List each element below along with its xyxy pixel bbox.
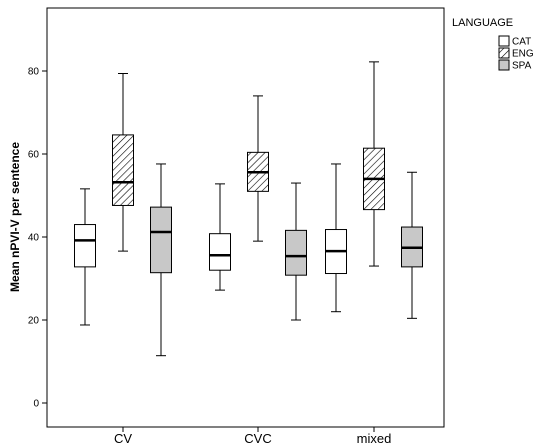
box-groups <box>74 61 423 357</box>
iqr-box <box>285 229 307 276</box>
box-ENG-mixed <box>363 61 385 267</box>
y-tick-label-20: 20 <box>28 316 40 327</box>
iqr-box <box>209 233 231 271</box>
iqr-box <box>112 134 134 206</box>
box-ENG-CV <box>112 72 134 252</box>
box-CAT-mixed <box>325 163 347 313</box>
box-SPA-mixed <box>401 171 423 319</box>
box-SPA-CV <box>150 163 172 357</box>
plot-frame <box>46 7 445 428</box>
y-tick-label-40: 40 <box>28 233 40 244</box>
legend-title: LANGUAGE <box>452 17 513 29</box>
y-axis-label: Mean nPVI-V per sentence <box>8 142 22 292</box>
box-ENG-CVC <box>247 95 269 242</box>
box-SPA-CVC <box>285 182 307 321</box>
x-tick-label-mixed: mixed <box>357 431 392 446</box>
legend-swatch-SPA <box>498 59 510 71</box>
x-tick-label-CVC: CVC <box>244 431 271 446</box>
legend-swatch-ENG <box>498 47 510 59</box>
iqr-box <box>150 206 172 274</box>
legend-label-ENG: ENG <box>512 49 534 60</box>
box-CAT-CV <box>74 188 96 326</box>
y-tick-label-80: 80 <box>28 67 40 78</box>
legend-label-SPA: SPA <box>512 61 532 72</box>
legend-label-CAT: CAT <box>512 37 531 48</box>
y-tick-label-60: 60 <box>28 150 40 161</box>
y-axis: 0 20 40 60 80 <box>28 67 47 410</box>
y-tick-label-0: 0 <box>33 399 39 410</box>
x-axis: CV CVC mixed <box>114 427 391 446</box>
legend-swatch-CAT <box>498 35 510 47</box>
iqr-box <box>74 224 96 268</box>
x-tick-label-CV: CV <box>114 431 132 446</box>
box-CAT-CVC <box>209 183 231 291</box>
